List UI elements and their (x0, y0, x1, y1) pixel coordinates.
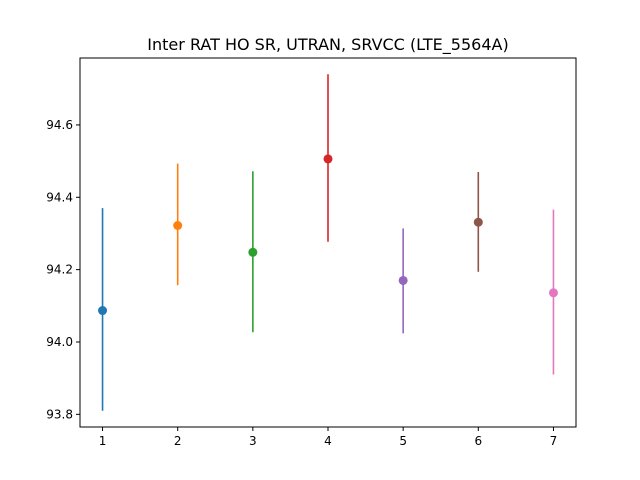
y-tick-label: 94.4 (46, 190, 73, 204)
x-tick-label: 4 (324, 434, 332, 448)
y-tick-label: 93.8 (46, 407, 73, 421)
x-tick-label: 1 (99, 434, 107, 448)
y-axis: 93.8 94.0 94.2 94.4 94.6 (46, 118, 80, 421)
x-tick-label: 5 (399, 434, 407, 448)
x-tick-label: 7 (550, 434, 558, 448)
data-point (323, 154, 333, 164)
data-series (98, 74, 558, 411)
x-tick-label: 2 (174, 434, 182, 448)
x-tick-label: 3 (249, 434, 257, 448)
data-point (248, 247, 258, 257)
data-point (398, 275, 408, 285)
chart-title: Inter RAT HO SR, UTRAN, SRVCC (LTE_5564A… (147, 35, 508, 55)
data-point (548, 288, 558, 298)
y-tick-label: 94.2 (46, 263, 73, 277)
x-axis: 1 2 3 4 5 6 7 (99, 427, 558, 448)
data-point (98, 306, 108, 316)
data-point (173, 220, 183, 230)
data-point (473, 217, 483, 227)
y-tick-label: 94.0 (46, 335, 73, 349)
y-tick-label: 94.6 (46, 118, 73, 132)
x-tick-label: 6 (474, 434, 482, 448)
